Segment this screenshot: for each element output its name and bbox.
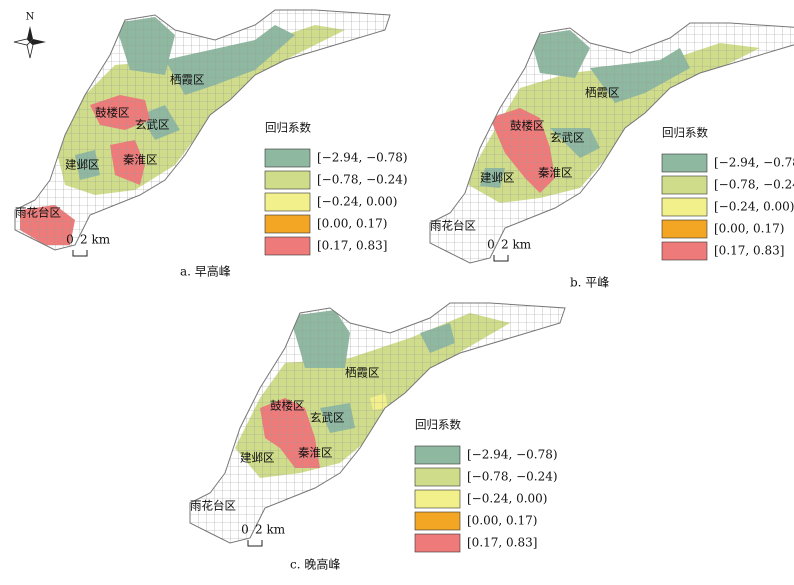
district-label: 建邺区 (240, 451, 275, 465)
legend-label: [0.00, 0.17) (317, 217, 387, 231)
legend-label: [−0.24, 0.00) (317, 195, 397, 209)
scale-label: 2 km (501, 238, 532, 252)
caption: a. 早高峰 (180, 264, 231, 279)
legend-label: [−0.24, 0.00) (714, 200, 794, 214)
district-label: 雨花台区 (430, 219, 476, 233)
district-label: 栖霞区 (585, 86, 620, 100)
district-label: 雨花台区 (15, 206, 61, 220)
legend-swatch (264, 192, 311, 212)
district-label: 秦淮区 (298, 446, 333, 460)
legend-label: [0.00, 0.17) (467, 514, 537, 528)
caption: c. 晚高峰 (290, 557, 340, 572)
legend-title: 回归系数 (265, 121, 311, 135)
scale-zero: 0 (487, 238, 495, 252)
district-label: 鼓楼区 (95, 106, 130, 120)
district-label: 栖霞区 (170, 73, 205, 87)
legend-swatch (414, 445, 461, 465)
legend-label: [−0.24, 0.00) (467, 492, 547, 506)
north-arrow: N (13, 12, 46, 59)
legend-label: [0.17, 0.83] (317, 239, 387, 253)
scale-bar (247, 540, 263, 547)
district-label: 建邺区 (65, 158, 100, 172)
legend-swatch (264, 214, 311, 234)
legend-swatch (414, 467, 461, 487)
legend-label: [−0.78, −0.24) (317, 173, 408, 187)
district-label: 玄武区 (550, 131, 585, 145)
legend-swatch (661, 197, 708, 217)
legend-label: [0.17, 0.83] (467, 536, 537, 550)
legend-label: [−2.94, −0.78) (467, 448, 558, 462)
legend-label: [0.00, 0.17) (714, 222, 784, 236)
map-outline (429, 22, 794, 264)
scale-label: 2 km (80, 233, 111, 247)
district-label: 玄武区 (135, 118, 170, 132)
district-label: 玄武区 (310, 411, 345, 425)
district-label: 雨花台区 (190, 499, 236, 513)
legend-label: [0.17, 0.83] (714, 244, 784, 258)
district-label: 鼓楼区 (510, 119, 545, 133)
north-label: N (26, 12, 35, 23)
map-grid (190, 303, 565, 543)
scale-bar (493, 255, 509, 262)
legend-swatch (414, 511, 461, 531)
district-label: 秦淮区 (123, 153, 158, 167)
map-fill (190, 303, 565, 543)
district-label: 建邺区 (480, 171, 515, 185)
scale-zero: 0 (241, 523, 249, 537)
legend-swatch (264, 148, 311, 168)
legend-swatch (661, 175, 708, 195)
legend-label: [−0.78, −0.24) (467, 470, 558, 484)
district-label: 鼓楼区 (270, 399, 305, 413)
legend-swatch (264, 170, 311, 190)
map-outline (189, 302, 566, 544)
legend-swatch (661, 153, 708, 173)
legend-title: 回归系数 (662, 126, 708, 140)
legend-swatch (264, 236, 311, 256)
legend-swatch (661, 219, 708, 239)
legend-swatch (414, 533, 461, 553)
legend-label: [−2.94, −0.78) (714, 156, 794, 170)
legend-label: [−0.78, −0.24) (714, 178, 794, 192)
map-outline (14, 9, 391, 251)
scale-zero: 0 (66, 233, 74, 247)
district-label: 秦淮区 (538, 166, 573, 180)
legend-swatch (661, 241, 708, 261)
scale-label: 2 km (255, 523, 286, 537)
legend-title: 回归系数 (415, 418, 461, 432)
legend-swatch (414, 489, 461, 509)
district-label: 栖霞区 (345, 366, 380, 380)
legend-label: [−2.94, −0.78) (317, 151, 408, 165)
scale-bar (72, 250, 88, 257)
caption: b. 平峰 (570, 276, 609, 290)
